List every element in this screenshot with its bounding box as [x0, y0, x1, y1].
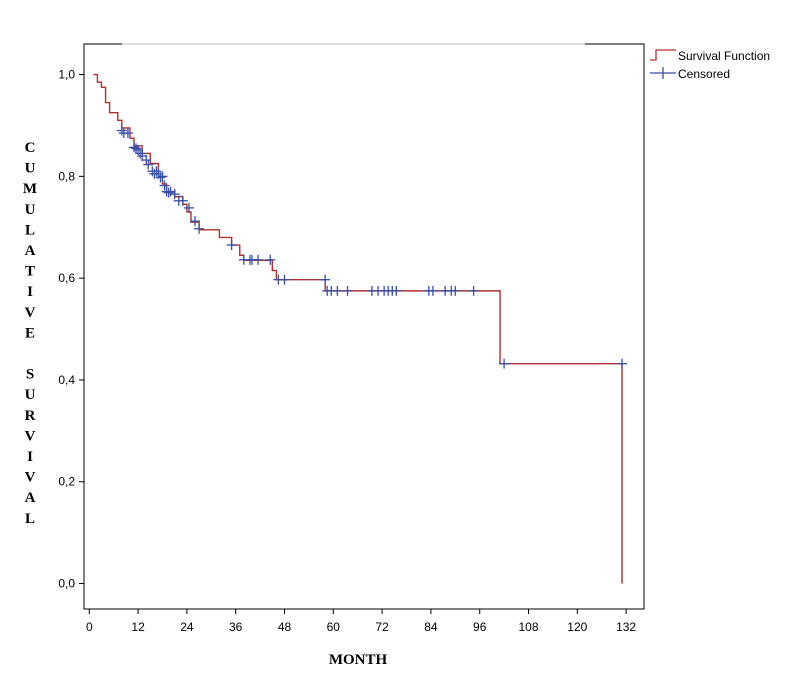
censored-marker: [190, 216, 201, 227]
x-axis-label: MONTH: [329, 652, 388, 668]
x-tick-label: 24: [180, 620, 194, 634]
censored-marker: [116, 125, 127, 136]
y-axis-label-letter: A: [25, 243, 36, 259]
y-axis-label-letter: C: [25, 140, 36, 156]
y-tick-label: 0,8: [58, 169, 75, 183]
censored-marker: [342, 285, 353, 296]
censored-marker: [499, 358, 510, 369]
y-axis-label-letter: T: [25, 264, 35, 280]
censored-marker: [155, 172, 166, 183]
y-tick-label: 0,6: [58, 271, 75, 285]
censored-marker: [320, 274, 331, 285]
x-axis-ticks: 0 12 24 36 48 60 72 84 96 108 120 132: [86, 609, 636, 634]
legend-item-survival-function: Survival Function: [650, 49, 770, 63]
y-tick-label: 0,0: [58, 577, 75, 591]
series-layer: [93, 73, 623, 584]
legend: Survival Function Censored: [650, 49, 770, 81]
y-axis-label-letter: S: [26, 367, 34, 383]
censored-marker: [169, 189, 180, 200]
censored-marker: [122, 128, 133, 139]
y-axis-label-letter: I: [27, 449, 33, 465]
legend-swatch-survival-function: [650, 49, 676, 61]
x-tick-label: 36: [229, 620, 243, 634]
censored-marker: [159, 180, 170, 191]
censored-marker: [279, 274, 290, 285]
x-tick-label: 60: [327, 620, 341, 634]
censored-marker: [391, 285, 402, 296]
censored-marker: [183, 202, 194, 213]
legend-label-survival-function: Survival Function: [678, 49, 770, 63]
censored-marker: [177, 195, 188, 206]
y-axis-label-letter: V: [25, 428, 36, 444]
legend-label-censored: Censored: [678, 67, 730, 81]
y-axis-label-letter: A: [25, 490, 36, 506]
x-tick-label: 132: [616, 620, 636, 634]
y-tick-label: 0,2: [58, 475, 75, 489]
censored-marker: [165, 186, 176, 197]
censored-marker: [450, 285, 461, 296]
censored-marker-layer: [116, 125, 628, 369]
censored-marker: [151, 166, 162, 177]
censored-marker: [253, 254, 264, 265]
y-axis-ticks: 0,0 0,2 0,4 0,6 0,8 1,0: [58, 68, 84, 591]
x-tick-label: 84: [424, 620, 438, 634]
x-tick-label: 48: [278, 620, 292, 634]
x-tick-label: 108: [518, 620, 538, 634]
censored-marker: [332, 285, 343, 296]
censored-marker: [226, 240, 237, 251]
x-tick-label: 72: [375, 620, 389, 634]
y-axis-label-letter: L: [25, 511, 35, 527]
y-axis-label-letter: R: [25, 408, 36, 424]
censored-marker: [265, 254, 276, 265]
y-axis-label-letter: I: [27, 284, 33, 300]
plot-area: [83, 43, 645, 610]
censored-marker: [137, 150, 148, 161]
censored-marker: [131, 143, 142, 154]
censored-marker: [163, 187, 174, 198]
censored-marker: [141, 155, 152, 166]
censored-marker: [468, 285, 479, 296]
censored-marker: [157, 171, 168, 182]
x-tick-label: 12: [131, 620, 145, 634]
survival-function-line: [93, 73, 623, 584]
y-axis-label-letter: U: [25, 387, 36, 403]
censored-marker: [129, 142, 140, 153]
y-axis-label-letter: V: [25, 305, 36, 321]
y-axis-label-letter: V: [25, 470, 36, 486]
y-tick-label: 0,4: [58, 373, 75, 387]
censored-marker: [135, 148, 146, 159]
x-tick-label: 0: [86, 620, 93, 634]
censored-marker: [143, 159, 154, 170]
y-axis-label-letter: U: [25, 202, 36, 218]
censored-marker: [617, 358, 628, 369]
y-axis-label-letter: M: [23, 181, 37, 197]
y-axis-label-letter: L: [25, 222, 35, 238]
y-axis-label-letter: U: [25, 161, 36, 177]
censored-marker: [194, 223, 205, 234]
y-axis-label-letter: E: [25, 325, 35, 341]
legend-item-censored: Censored: [650, 67, 730, 81]
x-tick-label: 96: [473, 620, 487, 634]
censored-marker: [427, 285, 438, 296]
x-tick-label: 120: [567, 620, 587, 634]
y-tick-label: 1,0: [58, 68, 75, 82]
